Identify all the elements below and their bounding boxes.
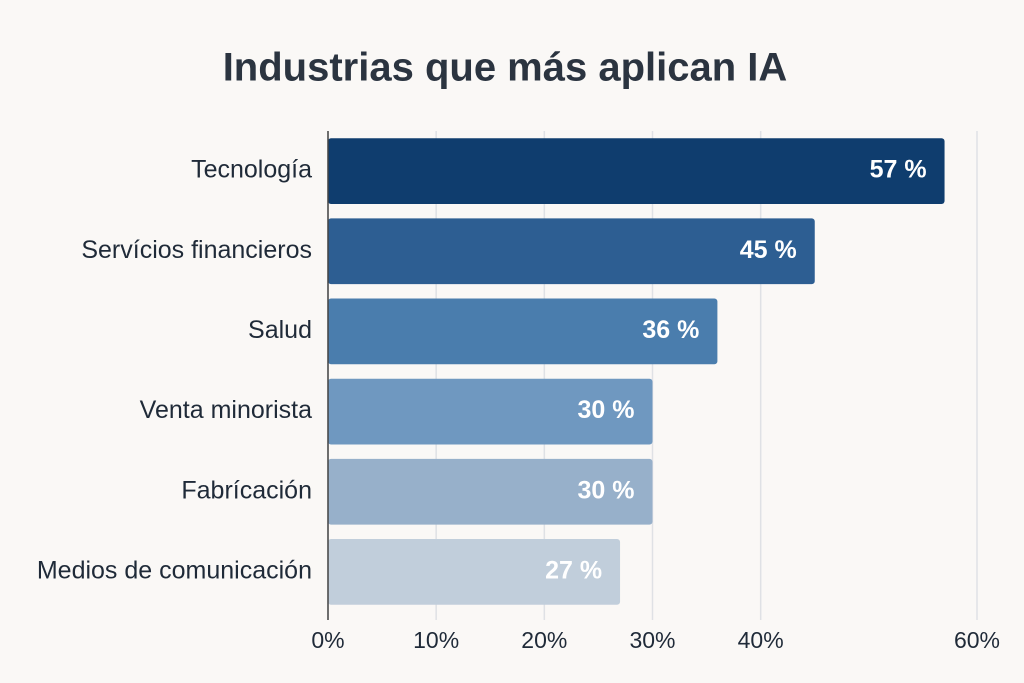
y-tick-label: Servícios financieros — [81, 236, 312, 264]
y-tick-label: Salud — [248, 316, 312, 344]
x-tick-label: 30% — [629, 627, 675, 653]
bar — [328, 298, 718, 365]
value-label: 36 % — [642, 316, 699, 344]
chart-title: Industrias que más aplican IA — [223, 46, 788, 90]
x-tick-label: 0% — [311, 627, 344, 653]
y-tick-label: Venta minorista — [140, 396, 312, 424]
y-tick-label: Tecnología — [191, 156, 312, 184]
bar — [328, 218, 815, 285]
x-tick-label: 20% — [521, 627, 567, 653]
x-tick-label: 10% — [413, 627, 459, 653]
bar — [328, 539, 621, 605]
y-tick-label: Medios de comunicación — [37, 557, 312, 585]
x-tick-label: 40% — [738, 627, 784, 653]
value-label: 30 % — [578, 476, 635, 504]
bar — [328, 378, 653, 445]
value-label: 45 % — [740, 236, 797, 264]
y-tick-label: Fabrícación — [181, 476, 312, 504]
x-tick-label: 60% — [954, 627, 1000, 653]
bar — [328, 458, 653, 525]
value-label: 27 % — [545, 557, 602, 585]
value-label: 30 % — [578, 396, 635, 424]
value-label: 57 % — [870, 156, 927, 184]
bar — [328, 138, 945, 204]
